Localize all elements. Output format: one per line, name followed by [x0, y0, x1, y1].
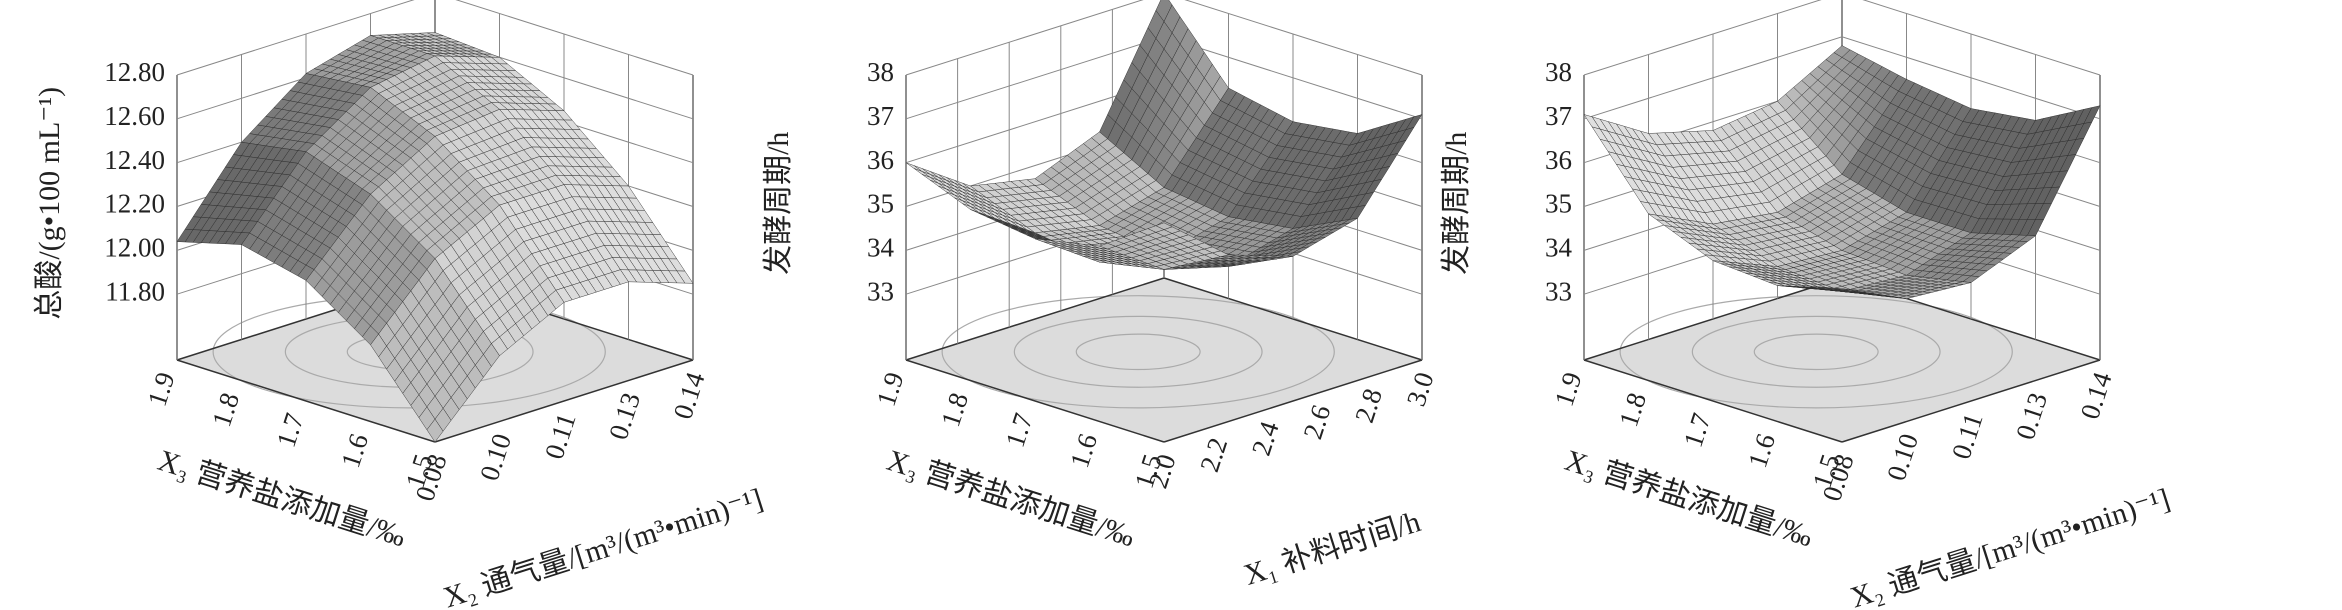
z-tick-label: 36: [867, 145, 894, 175]
surface: [176, 32, 694, 443]
x-tick-label: 3.0: [1401, 369, 1440, 410]
axis-line: [1841, 359, 2101, 443]
y-axis-label: X₃ 营养盐添加量/‰: [154, 444, 410, 553]
z-axis-label: 总酸/(g•100 mL⁻¹): [33, 87, 66, 320]
axis-line: [1583, 359, 1843, 443]
x-tick-label: 0.10: [1881, 430, 1924, 484]
y-tick-label: 1.9: [142, 369, 181, 410]
y-tick-label: 1.8: [206, 389, 245, 430]
z-tick-label: 35: [867, 189, 894, 219]
x-tick-label: 0.11: [539, 410, 582, 463]
x-tick-label: 0.10: [474, 430, 517, 484]
x-tick-label: 0.13: [2010, 389, 2053, 443]
z-tick-label: 36: [1545, 145, 1572, 175]
z-tick-label: 11.80: [105, 276, 165, 306]
y-tick-label: 1.9: [1549, 369, 1588, 410]
y-tick-label: 1.7: [271, 410, 310, 451]
x-tick-label: 2.6: [1297, 401, 1336, 442]
contour: [1619, 295, 2013, 409]
z-tick-label: 12.20: [104, 189, 165, 219]
x-tick-label: 2.2: [1194, 434, 1233, 475]
contour: [1753, 333, 1879, 371]
contour: [1013, 315, 1263, 388]
contour: [1691, 315, 1941, 388]
z-tick-label: 12.40: [104, 145, 165, 175]
floor: [906, 278, 1422, 442]
x-tick-label: 2.8: [1349, 385, 1388, 426]
z-tick-label: 33: [867, 276, 894, 306]
x-tick-label: 0.13: [603, 389, 646, 443]
surface-cell: [426, 418, 444, 443]
axis-line: [434, 359, 694, 443]
x-tick-label: 0.11: [1946, 410, 1989, 463]
z-tick-label: 34: [867, 233, 895, 263]
axis-line: [905, 277, 1165, 361]
axis-line: [905, 359, 1165, 443]
z-tick-label: 37: [867, 101, 894, 131]
contour: [1075, 333, 1201, 371]
surface-panel: 11.8012.0012.2012.4012.6012.801.51.61.71…: [33, 0, 767, 610]
x-tick-label: 0.14: [2074, 368, 2117, 423]
surface-cell: [1155, 222, 1173, 230]
y-tick-label: 1.9: [871, 369, 910, 410]
surface-cell: [905, 162, 923, 172]
x-axis-label: X₂ 通气量/[m³/(m³•min)⁻¹]: [440, 482, 767, 610]
y-tick-label: 1.6: [1742, 430, 1781, 471]
y-axis-label: X₃ 营养盐添加量/‰: [1561, 444, 1817, 553]
y-tick-label: 1.8: [1613, 389, 1652, 430]
z-tick-label: 37: [1545, 101, 1572, 131]
x-axis-label: X₂ 通气量/[m³/(m³•min)⁻¹]: [1847, 482, 2174, 610]
x-tick-label: 0.14: [667, 368, 710, 423]
z-axis-label: 发酵周期/h: [762, 132, 795, 275]
grid-line: [1583, 0, 2101, 76]
z-axis-label: 发酵周期/h: [1440, 132, 1473, 275]
y-tick-label: 1.7: [1000, 410, 1039, 451]
axis-line: [176, 359, 436, 443]
z-tick-label: 38: [867, 57, 894, 87]
y-tick-label: 1.7: [1678, 410, 1717, 451]
x-axis-label: X₁ 补料时间/h: [1240, 505, 1424, 592]
z-tick-label: 33: [1545, 276, 1572, 306]
axis-line: [1163, 359, 1423, 443]
z-tick-label: 12.80: [104, 57, 165, 87]
z-tick-label: 38: [1545, 57, 1572, 87]
surface: [1583, 45, 2101, 299]
surface: [905, 0, 1423, 270]
y-tick-label: 1.8: [935, 389, 974, 430]
grid-line: [176, 0, 694, 76]
z-tick-label: 34: [1545, 233, 1573, 263]
z-tick-label: 12.60: [104, 101, 165, 131]
x-tick-label: 2.4: [1246, 417, 1285, 459]
contour: [941, 295, 1335, 409]
z-tick-label: 35: [1545, 189, 1572, 219]
surface-cell: [1833, 287, 1851, 291]
y-axis-label: X₃ 营养盐添加量/‰: [883, 444, 1139, 553]
y-tick-label: 1.6: [335, 430, 374, 471]
z-tick-label: 12.00: [104, 233, 165, 263]
y-tick-label: 1.6: [1064, 430, 1103, 471]
grid-line: [905, 0, 1423, 76]
